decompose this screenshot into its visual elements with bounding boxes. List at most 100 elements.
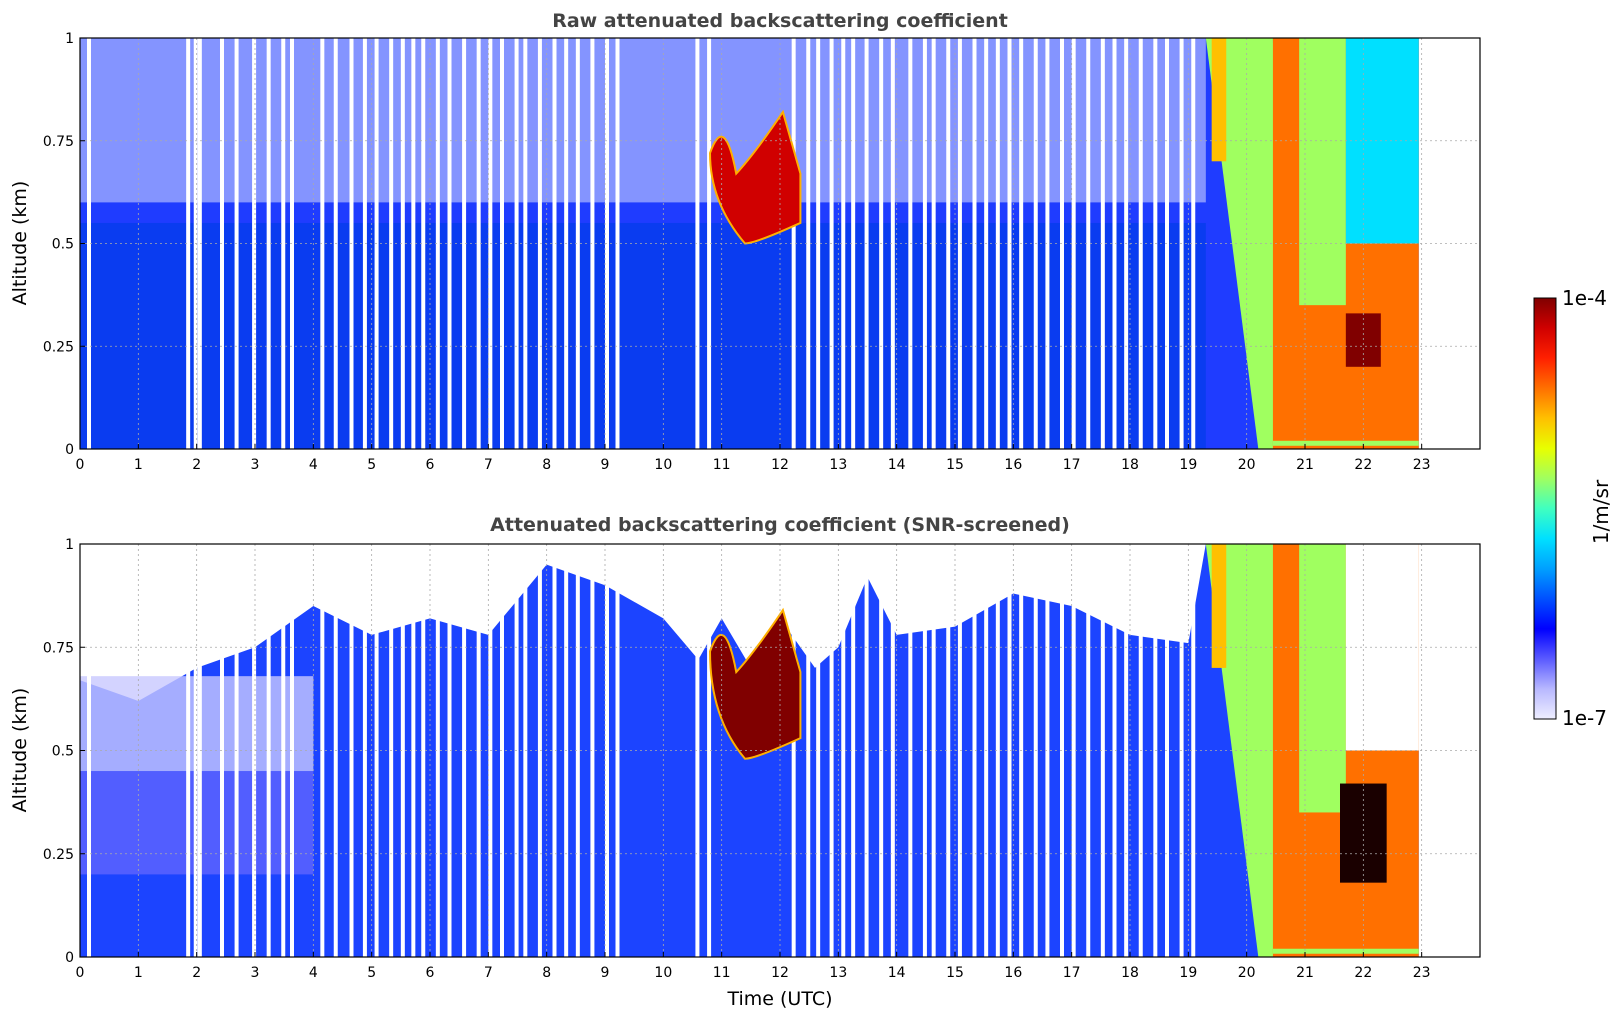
screened-x-tick-label: 13 [829, 965, 847, 981]
screened-data-gap [931, 544, 936, 957]
raw-data-gap [186, 38, 191, 449]
screened-data-gap [252, 544, 257, 957]
screened-x-tick-label: 1 [134, 965, 143, 981]
screened-x-tick-label: 21 [1296, 965, 1314, 981]
raw-data-gap [537, 38, 542, 449]
raw-data-gap [252, 38, 257, 449]
screened-panel-y-ticks: 0 0.25 0.5 0.75 1 [43, 537, 85, 966]
raw-y-tick-label: 0.5 [52, 237, 74, 253]
raw-data-gap [552, 38, 557, 449]
screened-data-gap [841, 544, 846, 957]
raw-data-gap [707, 38, 712, 449]
raw-data-gap [957, 38, 962, 449]
screened-data-gap [1007, 544, 1012, 957]
raw-y-tick-label: 0 [65, 442, 74, 458]
screened-x-tick-label: 12 [771, 965, 789, 981]
raw-data-gap [1100, 38, 1105, 449]
screened-data-gap [1071, 544, 1076, 957]
raw-x-tick-label: 18 [1121, 457, 1139, 473]
raw-data-gap [615, 38, 620, 449]
screened-x-tick-label: 7 [484, 965, 493, 981]
raw-data-gap [476, 38, 481, 449]
screened-y-tick-label: 1 [65, 537, 74, 553]
raw-y-tick-label: 0.75 [43, 134, 74, 150]
raw-dense-core [1345, 313, 1381, 367]
screened-data-gap [186, 544, 191, 957]
raw-panel-y-axis-label: Altitude (km) [9, 181, 31, 306]
raw-x-tick-label: 5 [367, 457, 376, 473]
colorbar-min-label: 1e-7 [1562, 706, 1607, 730]
raw-x-tick-label: 21 [1296, 457, 1314, 473]
screened-x-tick-label: 4 [309, 965, 318, 981]
screened-data-gap [890, 544, 895, 957]
raw-fog-onset-core [1211, 38, 1227, 162]
screened-data-gap [1100, 544, 1105, 957]
raw-x-tick-label: 22 [1354, 457, 1372, 473]
screened-x-tick-label: 22 [1354, 965, 1372, 981]
raw-x-tick-label: 13 [829, 457, 847, 473]
screened-data-gap [922, 544, 927, 957]
raw-x-tick-label: 1 [134, 457, 143, 473]
screened-panel-title: Attenuated backscattering coefficient (S… [490, 514, 1070, 536]
screened-data-gap [400, 544, 405, 957]
screened-data-gap [791, 544, 796, 957]
raw-data-gap [435, 38, 440, 449]
screened-data-gap [707, 544, 712, 957]
raw-data-gap [197, 38, 202, 449]
screened-data-gap [1045, 544, 1050, 957]
raw-x-tick-label: 15 [946, 457, 964, 473]
screened-data-gap [362, 544, 367, 957]
raw-x-tick-label: 2 [192, 457, 201, 473]
raw-data-gap [806, 38, 811, 449]
screened-data-gap [1191, 544, 1196, 957]
raw-data-gap [400, 38, 405, 449]
screened-panel-y-axis-label: Altitude (km) [9, 688, 31, 813]
screened-data-gap [537, 544, 542, 957]
screened-cloud [708, 607, 802, 760]
raw-x-tick-label: 6 [426, 457, 435, 473]
raw-no-data-end [1418, 38, 1480, 449]
raw-x-tick-label: 20 [1238, 457, 1256, 473]
raw-x-tick-label: 7 [484, 457, 493, 473]
screened-x-tick-label: 9 [601, 965, 610, 981]
raw-x-tick-label: 19 [1179, 457, 1197, 473]
raw-x-tick-label: 10 [654, 457, 672, 473]
raw-data-gap [816, 38, 821, 449]
screened-data-gap [575, 544, 580, 957]
screened-dense-core [1340, 783, 1387, 883]
raw-data-gap [421, 38, 426, 449]
colorbar: 1e-4 1e-7 1/m/sr [1533, 286, 1613, 730]
raw-x-tick-label: 16 [1004, 457, 1022, 473]
raw-data-gap [1071, 38, 1076, 449]
screened-y-tick-label: 0.75 [43, 640, 74, 656]
raw-data-gap [411, 38, 416, 449]
screened-surface-return [1272, 948, 1419, 954]
screened-data-gap [957, 544, 962, 957]
raw-data-gap [995, 38, 1000, 449]
raw-x-tick-label: 0 [76, 457, 85, 473]
screened-data-gap [552, 544, 557, 957]
screened-x-tick-label: 11 [713, 965, 731, 981]
raw-surface-return [1272, 440, 1419, 446]
screened-x-tick-label: 0 [76, 965, 85, 981]
raw-data-gap [890, 38, 895, 449]
raw-data-gap [281, 38, 286, 449]
screened-data-gap [946, 544, 951, 957]
raw-data-gap [922, 38, 927, 449]
screened-y-tick-label: 0.25 [43, 847, 74, 863]
raw-data-gap [1045, 38, 1050, 449]
raw-data-gap [575, 38, 580, 449]
raw-x-tick-label: 11 [713, 457, 731, 473]
screened-data-gap [816, 544, 821, 957]
raw-y-tick-label: 1 [65, 31, 74, 47]
raw-cloud [708, 109, 802, 245]
screened-x-tick-label: 17 [1063, 965, 1081, 981]
raw-data-gap [931, 38, 936, 449]
screened-data-gap [851, 544, 856, 957]
raw-data-gap [362, 38, 367, 449]
screened-x-tick-label: 5 [367, 965, 376, 981]
raw-data-gap [1086, 38, 1091, 449]
screened-data-gap [87, 544, 91, 957]
screened-y-tick-label: 0 [65, 950, 74, 966]
